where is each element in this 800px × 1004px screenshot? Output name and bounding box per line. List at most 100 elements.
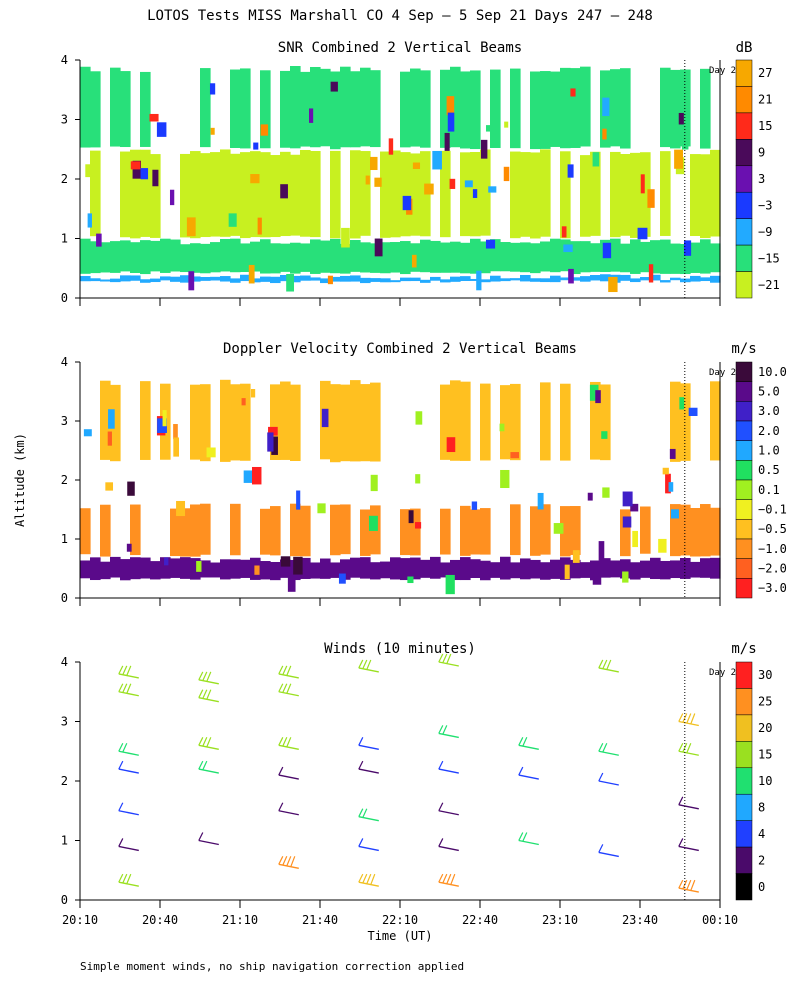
y-tick-label-panel2: 1 <box>61 532 68 546</box>
heatmap-accent-panel2 <box>287 575 296 592</box>
heatmap-cell-panel1-band4 <box>660 67 671 148</box>
heatmap-cell-panel2-band3 <box>200 384 211 462</box>
heatmap-cell-panel1-band2 <box>540 241 551 272</box>
heatmap-cell-panel2-band3 <box>340 384 351 462</box>
wind-barb-flag <box>598 772 604 782</box>
wind-barb-flag <box>118 760 124 770</box>
heatmap-cell-panel2-band3 <box>370 382 381 462</box>
colorbar-label-panel1: 9 <box>758 146 765 160</box>
heatmap-accent-panel1 <box>563 244 573 253</box>
heatmap-accent-panel2 <box>484 446 490 457</box>
heatmap-accent-panel2 <box>241 398 246 406</box>
heatmap-cell-panel2-band3 <box>710 381 721 461</box>
heatmap-accent-panel2 <box>206 447 216 458</box>
heatmap-cell-panel1-band3 <box>460 152 471 237</box>
wind-barb-shaft <box>278 863 299 869</box>
heatmap-cell-panel1-band2 <box>240 243 251 273</box>
heatmap-accent-panel2 <box>622 571 629 583</box>
wind-barb-flag <box>682 743 688 753</box>
colorbar-swatch-panel1 <box>735 112 753 140</box>
heatmap-accent-panel2 <box>679 397 685 410</box>
wind-barb-flag <box>602 743 608 753</box>
heatmap-accent-panel1 <box>374 177 382 187</box>
heatmap-cell-panel1-band4 <box>350 71 361 148</box>
heatmap-cell-panel2-band3 <box>360 384 371 462</box>
heatmap-accent-panel2 <box>553 523 564 534</box>
heatmap-cell-panel2-band2 <box>620 509 631 557</box>
heatmap-accent-panel1 <box>280 184 288 199</box>
heatmap-cell-panel1-band2 <box>470 238 481 274</box>
heatmap-accent-panel1 <box>472 189 478 198</box>
y-tick-label-panel3: 0 <box>61 893 68 907</box>
heatmap-accent-panel2 <box>407 576 414 584</box>
heatmap-cell-panel2-band1 <box>480 560 491 581</box>
heatmap-cell-panel2-band1 <box>260 561 271 580</box>
heatmap-cell-panel1-band4 <box>110 67 121 147</box>
doppler-panel-title: Doppler Velocity Combined 2 Vertical Bea… <box>223 341 577 357</box>
heatmap-accent-panel1 <box>330 81 338 92</box>
heatmap-cell-panel2-band1 <box>580 562 591 578</box>
heatmap-cell-panel2-band1 <box>180 557 191 579</box>
heatmap-cell-panel2-band3 <box>440 384 451 460</box>
heatmap-cell-panel1-band1 <box>260 276 271 282</box>
heatmap-cell-panel1-band1 <box>290 275 301 283</box>
heatmap-cell-panel1-band3 <box>530 152 541 239</box>
wind-barb-flag <box>278 856 284 865</box>
heatmap-cell-panel1-band4 <box>560 67 571 149</box>
heatmap-accent-panel2 <box>564 564 570 580</box>
heatmap-cell-panel1-band1 <box>370 278 381 282</box>
heatmap-cell-panel2-band2 <box>540 504 551 555</box>
wind-barb-flag <box>438 838 444 847</box>
heatmap-cell-panel2-band1 <box>440 562 451 578</box>
heatmap-cell-panel1-band2 <box>560 239 571 272</box>
heatmap-accent-panel1 <box>488 186 497 193</box>
wind-barb-flag <box>122 683 128 693</box>
heatmap-cell-panel1-band1 <box>270 276 281 284</box>
heatmap-cell-panel1-band4 <box>290 66 301 149</box>
heatmap-cell-panel1-band3 <box>440 150 451 238</box>
heatmap-cell-panel2-band1 <box>360 557 371 579</box>
wind-barb-flag <box>598 844 604 853</box>
heatmap-cell-panel1-band3 <box>710 149 721 237</box>
heatmap-accent-panel1 <box>480 139 488 159</box>
heatmap-cell-panel2-band3 <box>560 383 571 461</box>
heatmap-accent-panel2 <box>368 515 378 531</box>
heatmap-cell-panel2-band1 <box>330 562 341 578</box>
heatmap-cell-panel1-band3 <box>510 151 521 239</box>
heatmap-cell-panel1-band2 <box>140 240 151 275</box>
heatmap-accent-panel1 <box>309 108 314 123</box>
colorbar-label-panel1: −9 <box>758 225 772 239</box>
heatmap-cell-panel2-band2 <box>170 508 181 557</box>
colorbar-label-panel2: 1.0 <box>758 444 780 458</box>
heatmap-accent-panel1 <box>444 132 450 151</box>
heatmap-cell-panel1-band4 <box>580 66 591 147</box>
heatmap-accent-panel1 <box>96 233 102 247</box>
wind-barb-flag <box>366 659 372 670</box>
day-marker-label-panel1: Day 2 <box>709 66 736 76</box>
heatmap-cell-panel1-band3 <box>290 154 301 236</box>
wind-barb-flag <box>442 653 448 664</box>
heatmap-accent-panel2 <box>601 431 608 439</box>
heatmap-cell-panel1-band2 <box>660 239 671 274</box>
heatmap-cell-panel2-band1 <box>430 556 441 579</box>
heatmap-cell-panel1-band3 <box>120 151 131 238</box>
heatmap-cell-panel1-band1 <box>350 275 361 282</box>
x-axis-label: Time (UT) <box>367 929 432 943</box>
colorbar-swatch-panel3 <box>735 793 753 821</box>
heatmap-cell-panel2-band1 <box>490 562 501 578</box>
heatmap-cell-panel2-band2 <box>330 504 341 556</box>
heatmap-cell-panel1-band2 <box>380 242 391 274</box>
heatmap-cell-panel2-band1 <box>90 557 101 581</box>
colorbar-label-panel2: 2.0 <box>758 424 780 438</box>
heatmap-cell-panel1-band2 <box>360 242 371 273</box>
winds-panel-title: Winds (10 minutes) <box>324 641 476 657</box>
wind-barb-flag <box>202 760 208 771</box>
heatmap-accent-panel2 <box>510 452 520 459</box>
heatmap-accent-panel2 <box>157 418 167 433</box>
heatmap-cell-panel1-band4 <box>460 71 471 149</box>
heatmap-cell-panel1-band3 <box>190 151 201 239</box>
wind-barb-flag <box>282 665 288 675</box>
heatmap-cell-panel1-band3 <box>270 155 281 238</box>
heatmap-cell-panel1-band1 <box>470 278 481 281</box>
